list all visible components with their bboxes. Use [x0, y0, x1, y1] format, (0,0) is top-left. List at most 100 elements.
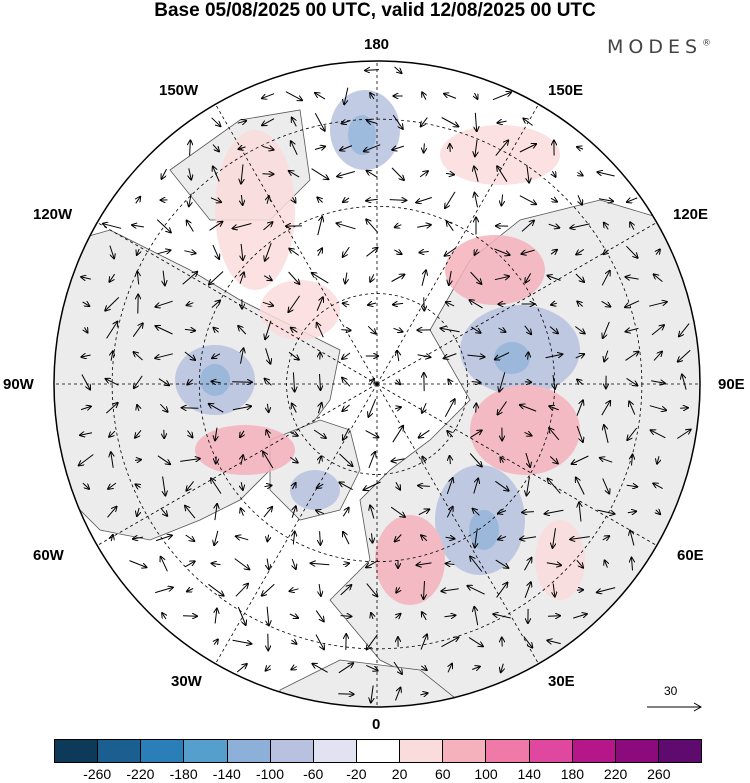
- wind-vector: [267, 196, 269, 204]
- wind-vectors: [79, 66, 691, 703]
- wind-vector: [241, 508, 244, 516]
- colorbar-segment: [356, 740, 401, 762]
- wind-vector: [576, 248, 585, 254]
- lon-label-30w: 30W: [171, 673, 202, 690]
- wind-vector: [656, 249, 660, 254]
- wind-vector: [475, 112, 476, 131]
- wind-vector: [417, 225, 431, 227]
- wind-vector: [240, 430, 244, 437]
- wind-vector: [419, 252, 429, 253]
- wind-vector: [498, 328, 506, 332]
- wind-vector: [468, 637, 483, 647]
- wind-vector: [520, 405, 537, 412]
- wind-vector: [524, 325, 531, 334]
- colorbar-segment: [529, 740, 573, 762]
- wind-vector: [106, 379, 119, 386]
- wind-vector: [79, 454, 94, 466]
- wind-vector: [134, 352, 143, 361]
- wind-vector: [627, 197, 638, 202]
- wind-vector: [109, 430, 116, 437]
- wind-vector: [524, 558, 532, 571]
- wind-vector: [448, 380, 451, 385]
- wind-vector: [340, 145, 353, 151]
- lon-label-90w: 90W: [3, 376, 34, 393]
- wind-vector: [417, 563, 432, 565]
- wind-vector: [187, 221, 194, 232]
- wind-vector: [548, 276, 561, 281]
- wind-vector: [575, 326, 584, 334]
- wind-vector: [342, 121, 351, 124]
- wind-vector: [366, 583, 378, 597]
- wind-vector: [265, 379, 272, 386]
- anomaly-pos-npac: [215, 130, 295, 290]
- wind-vector: [656, 510, 660, 514]
- wind-vector: [237, 121, 246, 123]
- wind-vector: [528, 352, 529, 360]
- wind-vector: [524, 582, 531, 598]
- wind-vector: [570, 537, 590, 540]
- wind-vector: [212, 563, 221, 564]
- wind-vector: [184, 351, 195, 360]
- wind-vector: [445, 191, 456, 208]
- wind-vector: [241, 481, 243, 490]
- wind-vector: [134, 375, 143, 388]
- colorbar-segment: [141, 740, 185, 762]
- lon-label-90e: 90E: [718, 376, 745, 393]
- wind-vector: [397, 351, 399, 362]
- wind-vector: [343, 427, 350, 440]
- wind-vector: [597, 172, 615, 177]
- wind-vector: [189, 168, 191, 179]
- reference-vector-value: 30: [664, 684, 678, 698]
- wind-vector: [213, 167, 220, 182]
- wind-vector: [494, 276, 509, 279]
- wind-vector: [240, 272, 244, 284]
- wind-vector: [108, 482, 117, 489]
- wind-vector: [236, 536, 249, 540]
- wind-vector: [367, 121, 378, 124]
- wind-vector: [340, 585, 352, 596]
- wind-vector: [579, 503, 581, 522]
- wind-vector: [345, 272, 347, 284]
- wind-vector: [418, 486, 430, 487]
- wind-vector: [133, 537, 144, 539]
- wind-vector: [467, 355, 485, 357]
- wind-vector: [311, 563, 330, 565]
- wind-vector: [267, 534, 268, 542]
- wind-vector: [497, 166, 508, 182]
- wind-vector: [472, 667, 480, 670]
- wind-vector: [370, 379, 374, 386]
- wind-vector: [625, 277, 639, 279]
- wind-vector: [367, 171, 378, 178]
- wind-vector: [265, 243, 272, 261]
- wind-vector: [234, 558, 250, 570]
- wind-vector: [424, 580, 425, 599]
- wind-vector: [548, 224, 560, 228]
- wind-vector: [527, 165, 529, 182]
- wind-vector: [597, 587, 616, 593]
- wind-vector: [318, 403, 321, 414]
- wind-vector: [182, 272, 198, 285]
- wind-vector: [263, 452, 274, 469]
- wind-vector: [498, 511, 507, 514]
- wind-vector: [444, 353, 457, 359]
- wind-vector: [389, 200, 407, 201]
- wind-vector: [366, 199, 378, 201]
- wind-vector: [311, 168, 329, 180]
- wind-vector: [337, 171, 355, 177]
- wind-vector: [185, 561, 194, 568]
- wind-vector: [573, 614, 587, 619]
- wind-vector: [339, 482, 353, 491]
- wind-vector: [605, 560, 608, 568]
- wind-vector: [368, 303, 377, 305]
- wind-vector: [320, 531, 321, 545]
- wind-vector: [475, 139, 477, 157]
- wind-vector: [575, 273, 584, 282]
- lon-label-0: 0: [372, 716, 381, 733]
- wind-vector: [263, 222, 273, 231]
- colorbar-tick-label: 60: [435, 766, 451, 782]
- wind-vector: [136, 197, 140, 204]
- wind-vector: [446, 564, 455, 565]
- wind-vector: [157, 250, 171, 253]
- wind-vector: [475, 193, 478, 208]
- wind-vector: [343, 532, 350, 545]
